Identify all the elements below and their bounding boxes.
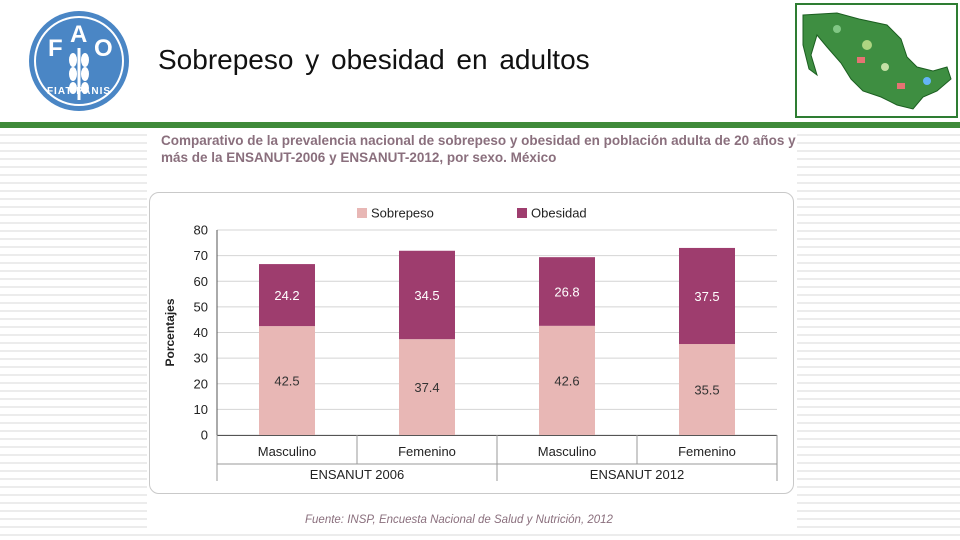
y-axis-label: Porcentajes bbox=[163, 298, 177, 366]
chart-panel: Comparativo de la prevalencia nacional d… bbox=[147, 128, 797, 532]
chart-title: Comparativo de la prevalencia nacional d… bbox=[161, 133, 796, 165]
bar-obesidad-1 bbox=[259, 264, 315, 327]
data-label: 37.5 bbox=[694, 289, 719, 304]
fao-logo: F A O FIAT PANIS bbox=[29, 11, 129, 111]
data-label: 24.2 bbox=[274, 288, 299, 303]
svg-text:F: F bbox=[48, 35, 63, 62]
svg-text:A: A bbox=[70, 21, 87, 48]
bar-obesidad-3 bbox=[539, 257, 595, 326]
bar-sobrepeso-4 bbox=[679, 344, 735, 435]
bar-sobrepeso-3 bbox=[539, 325, 595, 435]
svg-text:O: O bbox=[94, 35, 113, 62]
data-label: 42.6 bbox=[554, 373, 579, 388]
category-label: Femenino bbox=[678, 444, 736, 459]
category-label: Masculino bbox=[258, 444, 317, 459]
mexico-map-image bbox=[795, 3, 958, 118]
y-tick-label: 20 bbox=[194, 376, 208, 391]
y-tick-label: 70 bbox=[194, 248, 208, 263]
bar-sobrepeso-1 bbox=[259, 326, 315, 435]
data-label: 42.5 bbox=[274, 374, 299, 389]
y-tick-label: 50 bbox=[194, 299, 208, 314]
slide-header: F A O FIAT PANIS Sobrepeso y obesidad en… bbox=[0, 0, 960, 122]
stacked-bar-chart: 0 10 20 30 40 50 60 70 80 Porcentajes 42.5 24.2 Masc… bbox=[163, 206, 778, 482]
y-tick-label: 30 bbox=[194, 351, 208, 366]
data-label: 37.4 bbox=[414, 380, 439, 395]
data-label: 34.5 bbox=[414, 288, 439, 303]
header-divider bbox=[0, 122, 960, 128]
group-label: ENSANUT 2006 bbox=[310, 467, 404, 482]
bar-obesidad-4 bbox=[679, 247, 735, 345]
legend-label: Sobrepeso bbox=[371, 206, 434, 221]
y-tick-label: 40 bbox=[194, 325, 208, 340]
bar-sobrepeso-2 bbox=[399, 339, 455, 435]
slide-title: Sobrepeso y obesidad en adultos bbox=[158, 44, 590, 75]
bar-obesidad-2 bbox=[399, 250, 455, 340]
category-label: Femenino bbox=[398, 444, 456, 459]
legend-swatch-sobrepeso bbox=[357, 208, 367, 218]
legend-label: Obesidad bbox=[531, 206, 587, 221]
mexico-map-icon bbox=[802, 12, 952, 110]
category-label: Masculino bbox=[538, 444, 597, 459]
data-label: 26.8 bbox=[554, 285, 579, 300]
group-label: ENSANUT 2012 bbox=[590, 467, 684, 482]
y-tick-label: 80 bbox=[194, 223, 208, 238]
legend-swatch-obesidad bbox=[517, 208, 527, 218]
y-tick-label: 10 bbox=[194, 402, 208, 417]
chart-source: Fuente: INSP, Encuesta Nacional de Salud… bbox=[305, 514, 613, 526]
data-label: 35.5 bbox=[694, 383, 719, 398]
y-tick-label: 60 bbox=[194, 274, 208, 289]
y-tick-label: 0 bbox=[201, 428, 208, 443]
chart-frame bbox=[149, 192, 794, 494]
svg-text:FIAT PANIS: FIAT PANIS bbox=[47, 86, 111, 97]
